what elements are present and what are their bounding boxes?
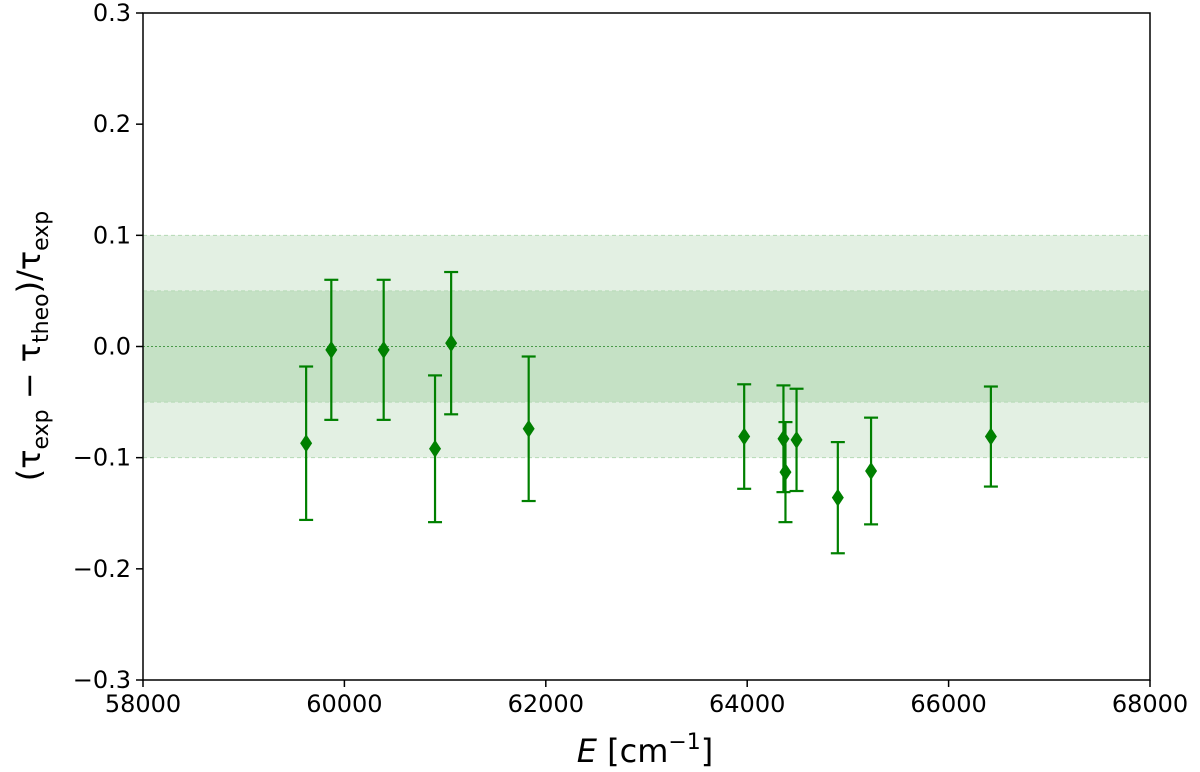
- x-axis-label-var: E: [577, 732, 598, 770]
- diamond-marker: [984, 427, 997, 446]
- data-point: [789, 387, 804, 493]
- diamond-marker: [445, 334, 458, 353]
- data-point: [864, 416, 879, 526]
- x-tick-label: 66000: [910, 690, 986, 718]
- tolerance-band-1: [143, 290, 1150, 403]
- y-tick-label: −0.3: [73, 666, 131, 694]
- x-tick-label: 60000: [306, 690, 382, 718]
- data-points: [299, 270, 998, 555]
- y-axis-label-sub2: theo: [29, 293, 54, 343]
- x-axis-label-unit: [cm: [597, 732, 668, 770]
- diamond-marker: [738, 427, 751, 446]
- data-point: [299, 365, 314, 522]
- x-tick-label: 64000: [709, 690, 785, 718]
- diamond-marker: [831, 488, 844, 507]
- y-tick-label: 0.2: [93, 110, 131, 138]
- diamond-marker: [300, 434, 313, 453]
- diamond-marker: [779, 463, 792, 482]
- x-axis-label-exp: −1: [668, 730, 700, 755]
- data-point: [830, 441, 845, 555]
- diamond-marker: [790, 430, 803, 449]
- y-axis-ticks: −0.3 −0.2 −0.1 0.0 0.1 0.2 0.3: [73, 0, 143, 694]
- data-point: [778, 420, 793, 524]
- tolerance-bands: [143, 234, 1150, 459]
- x-axis-label: E [cm−1]: [577, 730, 714, 770]
- x-tick-label: 62000: [508, 690, 584, 718]
- diamond-marker: [522, 419, 535, 438]
- y-axis-label-part2: − τ: [10, 343, 48, 409]
- data-point: [737, 383, 752, 490]
- x-tick-label: 68000: [1112, 690, 1188, 718]
- data-point: [444, 270, 459, 416]
- y-tick-label: 0.1: [93, 221, 131, 249]
- diamond-marker: [325, 340, 338, 359]
- y-axis-label-sub3: exp: [29, 211, 54, 251]
- y-tick-label: 0.3: [93, 0, 131, 27]
- y-tick-label: 0.0: [93, 333, 131, 361]
- x-tick-label: 58000: [105, 690, 181, 718]
- y-tick-label: −0.2: [73, 555, 131, 583]
- x-axis-label-close: ]: [701, 732, 713, 770]
- data-point: [324, 278, 339, 421]
- y-axis-label-sub1: exp: [29, 409, 54, 449]
- x-axis-ticks: 58000 60000 62000 64000 66000 68000: [105, 680, 1188, 718]
- data-point: [428, 374, 443, 524]
- y-tick-label: −0.1: [73, 444, 131, 472]
- diamond-marker: [429, 439, 442, 458]
- data-point: [983, 385, 998, 488]
- data-point: [376, 278, 391, 421]
- y-axis-label-part1: (τ: [10, 450, 48, 482]
- diamond-marker: [377, 340, 390, 359]
- data-point: [521, 355, 536, 503]
- y-axis-label-part3: )/τ: [10, 251, 48, 294]
- diamond-marker: [865, 462, 878, 481]
- y-axis-label: (τexp − τtheo)/τexp: [10, 211, 54, 482]
